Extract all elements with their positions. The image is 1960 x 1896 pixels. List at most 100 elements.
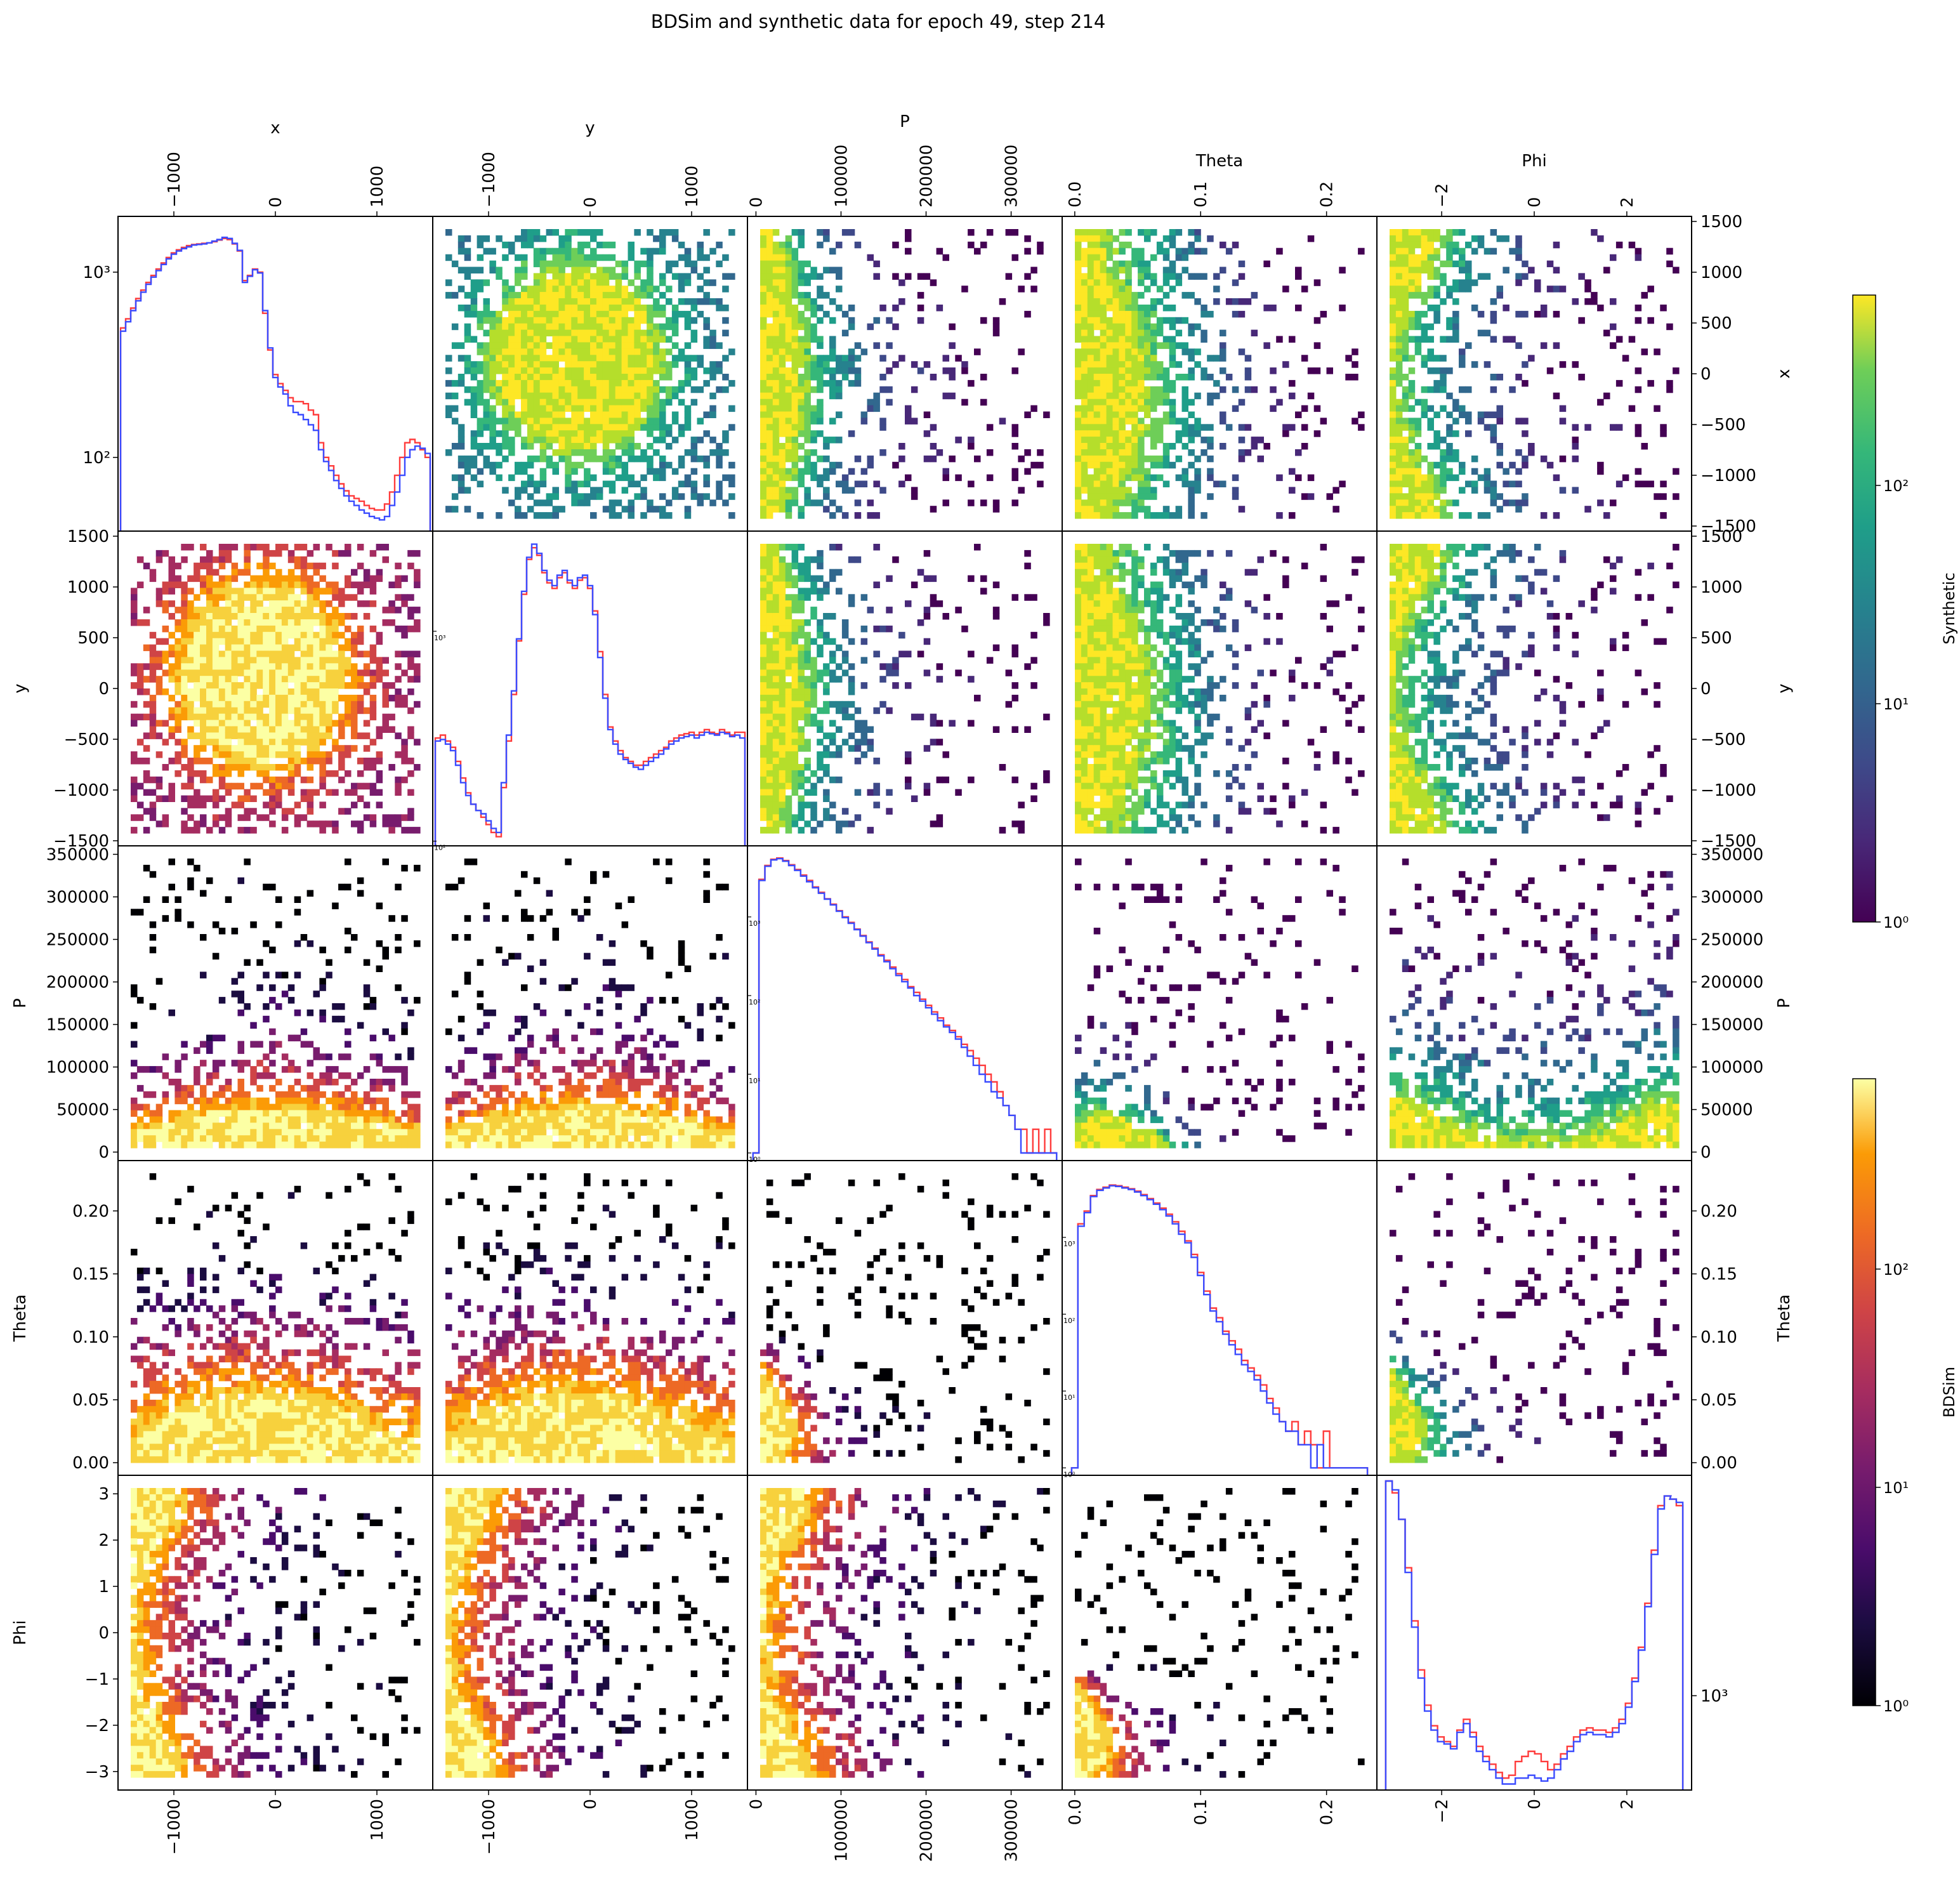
heatmap-bin (766, 745, 773, 752)
heatmap-bin (263, 701, 270, 708)
heatmap-bin (1421, 499, 1428, 506)
heatmap-bin (1427, 493, 1434, 500)
heatmap-bin (728, 461, 735, 469)
heatmap-bin (772, 317, 780, 324)
heatmap-bin (615, 329, 622, 337)
heatmap-bin (1452, 398, 1459, 406)
heatmap-bin (785, 468, 793, 475)
heatmap-bin (1220, 480, 1227, 487)
heatmap-bin (539, 329, 547, 337)
heatmap-bin (244, 631, 251, 639)
heatmap-bin (332, 701, 339, 708)
heatmap-bin (250, 795, 257, 802)
heatmap-bin (1490, 317, 1497, 324)
heatmap-bin (206, 795, 213, 802)
heatmap-bin (187, 713, 194, 721)
heatmap-bin (1238, 273, 1246, 280)
heatmap-bin (1150, 323, 1157, 331)
heatmap-bin (1395, 455, 1403, 463)
heatmap-bin (804, 676, 811, 683)
heatmap-bin (1112, 443, 1119, 450)
heatmap-bin (1119, 292, 1126, 299)
heatmap-bin (810, 374, 817, 381)
heatmap-bin (804, 619, 811, 626)
heatmap-bin (306, 739, 314, 746)
heatmap-bin (218, 575, 226, 583)
heatmap-bin (294, 739, 301, 746)
heatmap-bin (313, 726, 320, 733)
heatmap-bin (1220, 411, 1227, 418)
heatmap-bin (628, 254, 635, 261)
heatmap-bin (281, 827, 289, 834)
heatmap-bin (1276, 512, 1283, 519)
heatmap-bin (1628, 405, 1636, 412)
heatmap-bin (263, 776, 270, 784)
heatmap-bin (653, 449, 660, 456)
heatmap-bin (376, 801, 383, 808)
heatmap-bin (942, 468, 949, 475)
heatmap-bin (489, 317, 496, 324)
heatmap-bin (1220, 418, 1227, 425)
heatmap-bin (1144, 468, 1151, 475)
heatmap-bin (1131, 292, 1138, 299)
heatmap-bin (407, 613, 414, 620)
heatmap-bin (1087, 273, 1095, 280)
heatmap-bin (306, 688, 314, 695)
heatmap-bin (1150, 405, 1157, 412)
heatmap-bin (250, 713, 257, 721)
heatmap-bin (269, 795, 276, 802)
heatmap-bin (502, 342, 509, 349)
heatmap-bin (628, 398, 635, 406)
heatmap-bin (187, 657, 194, 664)
heatmap-bin (294, 820, 301, 827)
heatmap-bin (565, 449, 572, 456)
heatmap-bin (502, 424, 509, 431)
heatmap-bin (772, 745, 780, 752)
heatmap-bin (653, 305, 660, 312)
heatmap-bin (772, 732, 780, 739)
heatmap-bin (1440, 499, 1447, 506)
heatmap-bin (357, 562, 364, 570)
heatmap-bin (798, 707, 805, 714)
heatmap-bin (338, 619, 345, 626)
heatmap-bin (294, 607, 301, 614)
heatmap-bin (357, 770, 364, 777)
heatmap-bin (1390, 279, 1397, 286)
heatmap-bin (804, 298, 811, 305)
heatmap-bin (218, 562, 226, 570)
heatmap-bin (1427, 512, 1434, 519)
heatmap-bin (772, 443, 780, 450)
heatmap-bin (1150, 367, 1157, 374)
heatmap-bin (1100, 342, 1107, 349)
heatmap-bin (294, 732, 301, 739)
heatmap-bin (590, 398, 597, 406)
heatmap-bin (1119, 430, 1126, 437)
heatmap-bin (760, 298, 767, 305)
heatmap-bin (690, 355, 698, 362)
heatmap-bin (596, 229, 603, 236)
heatmap-bin (250, 827, 257, 834)
heatmap-bin (772, 720, 780, 727)
heatmap-bin (546, 493, 553, 500)
heatmap-bin (565, 317, 572, 324)
heatmap-bin (269, 619, 276, 626)
heatmap-bin (256, 764, 263, 771)
heatmap-bin (477, 286, 484, 293)
heatmap-bin (1106, 247, 1114, 255)
heatmap-bin (395, 581, 402, 588)
heatmap-bin (1427, 487, 1434, 494)
heatmap-bin (779, 355, 786, 362)
heatmap-bin (1295, 305, 1302, 312)
heatmap-bin (1515, 254, 1522, 261)
heatmap-bin (867, 254, 874, 261)
heatmap-bin (1100, 329, 1107, 337)
heatmap-bin (470, 398, 478, 406)
heatmap-bin (810, 367, 817, 374)
heatmap-bin (225, 663, 232, 670)
heatmap-bin (521, 392, 528, 400)
heatmap-bin (281, 713, 289, 721)
heatmap-bin (1075, 317, 1082, 324)
heatmap-bin (1427, 355, 1434, 362)
heatmap-bin (275, 801, 282, 808)
heatmap-bin (1181, 317, 1188, 324)
